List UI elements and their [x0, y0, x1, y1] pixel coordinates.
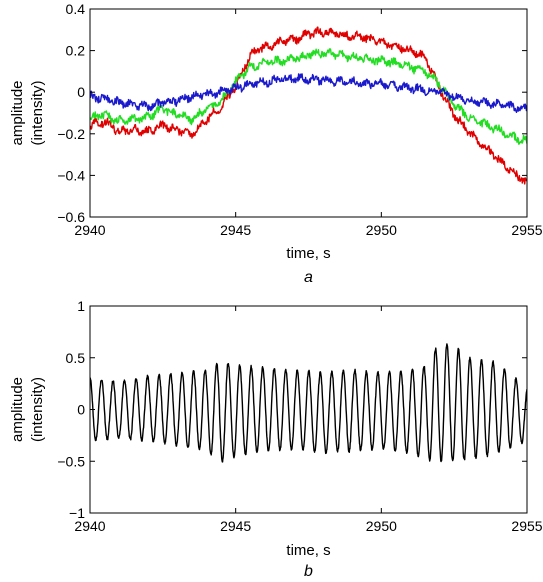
series-line-1: [90, 26, 527, 185]
y-tick-label: 0.5: [66, 350, 86, 366]
series-line-2: [90, 48, 527, 145]
x-tick-label: 2955: [511, 222, 542, 238]
y-tick-label: 0: [77, 84, 85, 100]
x-tick-label: 2955: [511, 518, 542, 534]
x-tick-label: 2945: [220, 518, 251, 534]
series-group: [90, 343, 527, 463]
y-tick-label: −1: [69, 505, 85, 521]
y-axis-label: amplitude: [9, 377, 26, 442]
y-tick-label: 0: [77, 402, 85, 418]
y-tick-label: −0.2: [57, 126, 85, 142]
x-tick-label: 2950: [366, 518, 397, 534]
y-axis-label-2: (intensity): [29, 377, 46, 442]
x-tick-label: 2945: [220, 222, 251, 238]
series-line-1: [90, 343, 527, 463]
y-tick-label: −0.6: [57, 209, 85, 225]
panel-label: b: [304, 563, 313, 580]
y-tick-label: 1: [77, 298, 85, 314]
y-axis-label: amplitude: [9, 80, 26, 145]
panel-label: a: [304, 269, 313, 286]
y-tick-label: 0.2: [66, 43, 86, 59]
x-tick-label: 2950: [366, 222, 397, 238]
y-tick-label: −0.4: [57, 167, 85, 183]
chart-panel-b: 2940 2945 2950 2955 −1 −0.5 0 0.5 1 time, s amplit…: [9, 298, 543, 580]
x-axis-label: time, s: [286, 245, 330, 262]
x-axis-label: time, s: [286, 542, 330, 559]
x-tick-label: 2940: [74, 222, 105, 238]
series-group: [90, 26, 527, 185]
y-axis-label-2: (intensity): [29, 80, 46, 145]
x-tick-label: 2940: [74, 518, 105, 534]
series-line-3: [90, 73, 527, 113]
y-tick-label: 0.4: [66, 1, 86, 17]
y-tick-label: −0.5: [57, 453, 85, 469]
chart-panel-a: 2940 2945 2950 2955 −0.6 −0.4 −0.2 0 0.2 0.4 time,…: [9, 1, 543, 286]
plot-frame: [89, 8, 528, 218]
